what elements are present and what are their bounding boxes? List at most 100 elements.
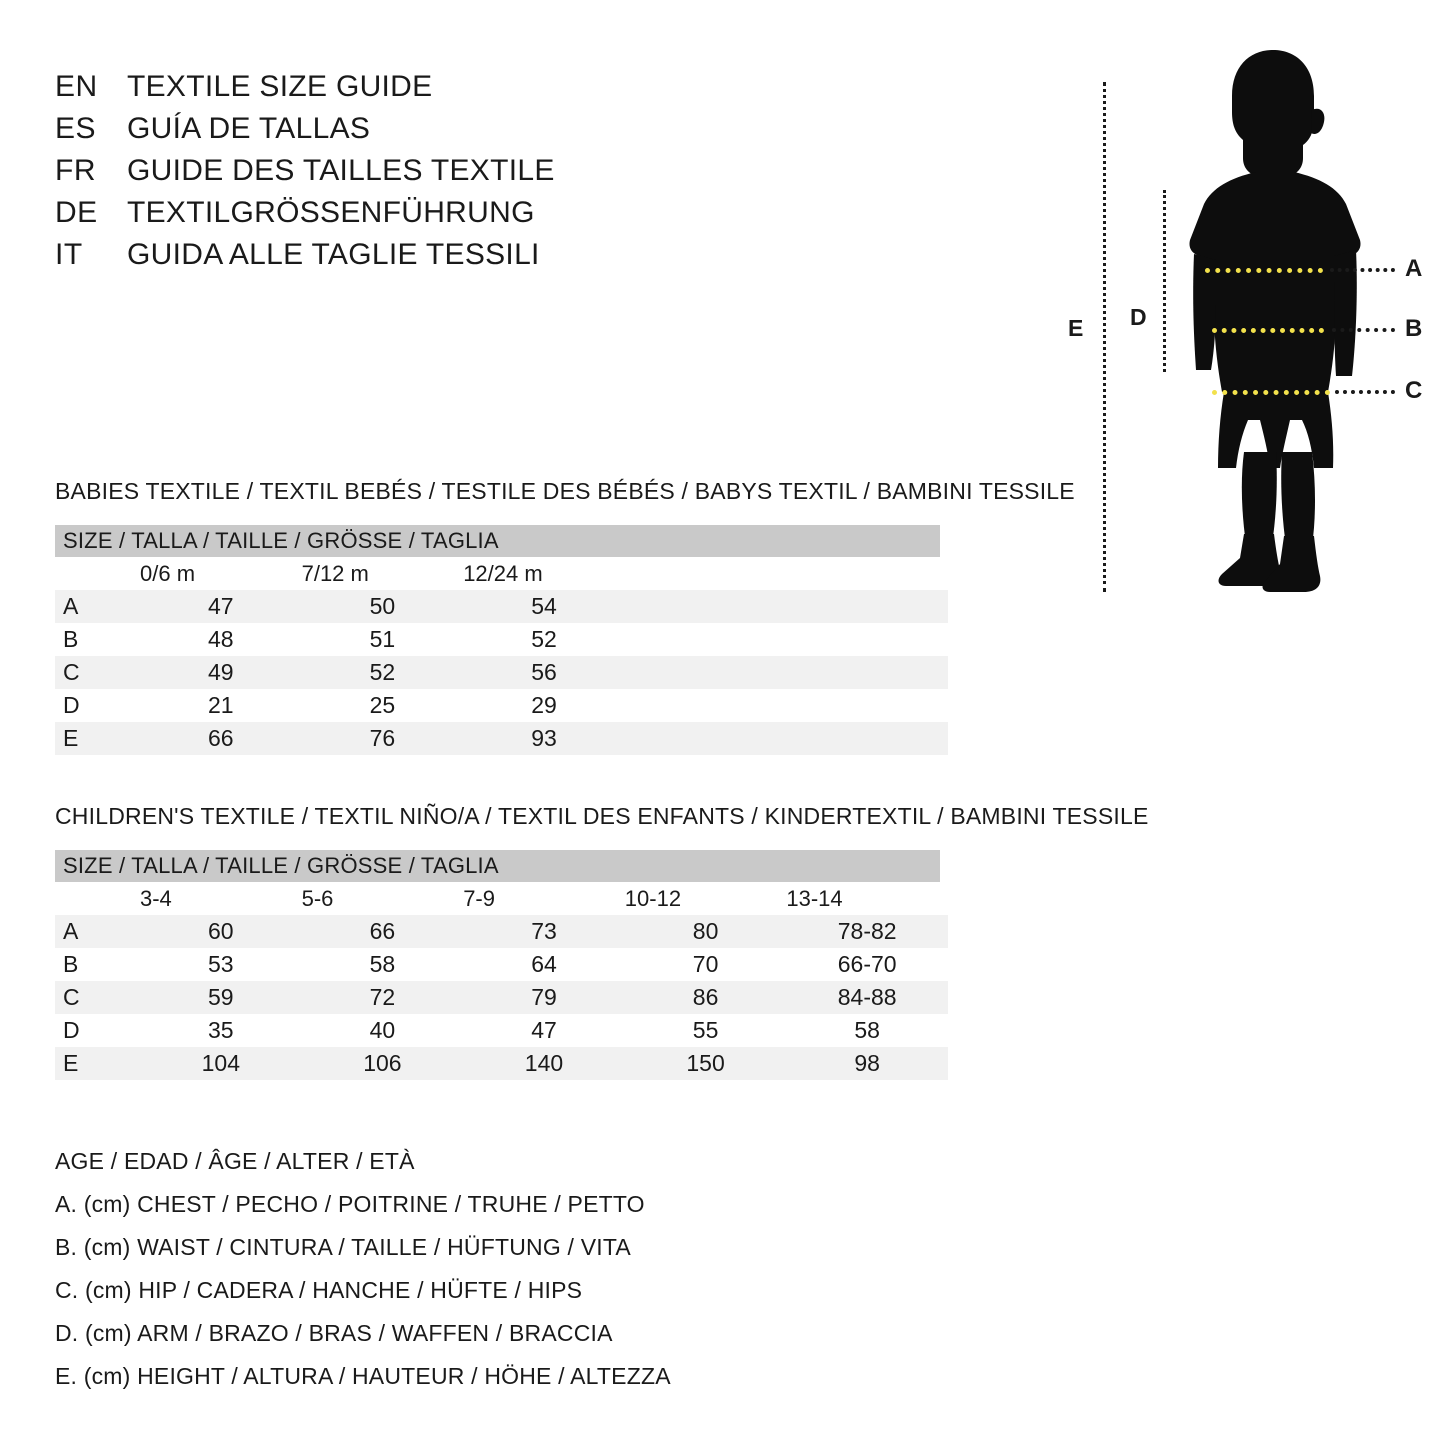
children-col-header-2: 7-9	[463, 885, 495, 911]
title-lang-es: ES	[55, 112, 97, 145]
children-row-label-d: D	[63, 1017, 80, 1043]
title-text-es: GUÍA DE TALLAS	[127, 112, 371, 145]
babies-column-header-row: 0/6 m 7/12 m 12/24 m	[55, 557, 948, 590]
children-cell-c-0: 59	[140, 981, 302, 1014]
children-col-header-3: 10-12	[624, 885, 682, 911]
legend-line-d-arm: D. (cm) ARM / BRAZO / BRAS / WAFFEN / BR…	[55, 1320, 613, 1346]
title-text-en: TEXTILE SIZE GUIDE	[127, 70, 433, 103]
children-cell-d-2: 47	[531, 1017, 557, 1043]
leader-line-c-icon	[1335, 390, 1395, 394]
babies-cell-d-spacer-4	[786, 689, 948, 722]
children-row-label-a: A	[55, 915, 140, 948]
legend-line-c-hip: C. (cm) HIP / CADERA / HANCHE / HÜFTE / …	[55, 1277, 583, 1303]
babies-cell-e-spacer-3	[624, 722, 787, 755]
children-cell-a-2: 73	[463, 915, 625, 948]
babies-cell-c-2: 56	[463, 656, 625, 689]
title-row-en: EN TEXTILE SIZE GUIDE	[55, 70, 675, 112]
babies-cell-a-1: 50	[301, 590, 464, 623]
babies-row-label-b: B	[63, 626, 79, 652]
babies-cell-c-spacer-3	[624, 656, 787, 689]
children-cell-b-0: 53	[208, 951, 234, 977]
babies-cell-c-0: 49	[140, 656, 302, 689]
title-lang-de: DE	[55, 196, 98, 229]
children-column-header-row: 3-4 5-6 7-9 10-12 13-14	[55, 882, 948, 915]
diagram-label-e: E	[1068, 315, 1084, 341]
babies-cell-b-0: 48	[208, 626, 234, 652]
legend-line-a-chest: A. (cm) CHEST / PECHO / POITRINE / TRUHE…	[55, 1191, 645, 1217]
diagram-label-c: C	[1405, 377, 1423, 404]
babies-col-header-2: 12/24 m	[463, 560, 543, 586]
babies-cell-b-1: 51	[369, 626, 396, 652]
babies-cell-c-spacer-4	[786, 656, 948, 689]
children-col-header-1: 5-6	[301, 885, 334, 911]
babies-col-header-0: 0/6 m	[140, 560, 196, 586]
children-row-label-b: B	[63, 951, 79, 977]
children-cell-b-2: 64	[531, 951, 557, 977]
babies-section-title: BABIES TEXTILE / TEXTIL BEBÉS / TESTILE …	[55, 478, 1075, 504]
babies-corner-cell	[55, 557, 140, 590]
children-size-band: SIZE / TALLA / TAILLE / GRÖSSE / TAGLIA	[55, 850, 940, 882]
children-cell-e-1: 106	[301, 1047, 464, 1080]
children-size-section: CHILDREN'S TEXTILE / TEXTIL NIÑO/A / TEX…	[55, 803, 1149, 1080]
children-cell-d-1: 40	[369, 1017, 396, 1043]
leader-line-a-icon	[1330, 268, 1395, 272]
children-size-band-label: SIZE / TALLA / TAILLE / GRÖSSE / TAGLIA	[63, 853, 499, 878]
waist-measure-line-icon	[1212, 328, 1324, 333]
chest-measure-line-icon	[1205, 268, 1323, 273]
children-cell-e-3: 150	[624, 1047, 787, 1080]
title-text-it: GUIDA ALLE TAGLIE TESSILI	[127, 238, 540, 271]
children-size-table: 3-4 5-6 7-9 10-12 13-14 A 60 66 73 80 78…	[55, 882, 948, 1080]
babies-cell-d-0: 21	[208, 692, 234, 718]
children-cell-c-2: 79	[463, 981, 625, 1014]
children-cell-e-2: 140	[463, 1047, 625, 1080]
title-row-fr: FR GUIDE DES TAILLES TEXTILE	[55, 154, 675, 196]
babies-cell-e-1: 76	[301, 722, 464, 755]
diagram-label-d: D	[1130, 304, 1147, 330]
babies-cell-c-1: 52	[301, 656, 464, 689]
babies-cell-a-spacer-4	[786, 590, 948, 623]
babies-cell-e-spacer-4	[786, 722, 948, 755]
children-cell-d-4: 58	[854, 1017, 880, 1043]
children-col-header-4: 13-14	[786, 885, 843, 911]
children-cell-d-0: 35	[208, 1017, 234, 1043]
babies-cell-e-2: 93	[463, 722, 625, 755]
babies-cell-b-2: 52	[531, 626, 557, 652]
table-row: C 59 72 79 86 84-88	[55, 981, 948, 1014]
babies-size-table: 0/6 m 7/12 m 12/24 m A 47 50 54 B 48 51 …	[55, 557, 948, 755]
babies-row-label-e: E	[55, 722, 140, 755]
table-row: E 104 106 140 150 98	[55, 1047, 948, 1080]
babies-col-header-spacer-3	[625, 557, 787, 590]
babies-cell-d-1: 25	[369, 692, 396, 718]
hip-measure-line-icon	[1212, 390, 1330, 395]
children-cell-a-1: 66	[301, 915, 464, 948]
children-section-title: CHILDREN'S TEXTILE / TEXTIL NIÑO/A / TEX…	[55, 803, 1149, 829]
children-cell-b-4: 66-70	[837, 951, 897, 977]
title-row-it: IT GUIDA ALLE TAGLIE TESSILI	[55, 238, 675, 280]
table-row: A 60 66 73 80 78-82	[55, 915, 948, 948]
child-silhouette-icon	[1189, 50, 1361, 592]
children-row-label-c: C	[55, 981, 140, 1014]
legend-line-e-height: E. (cm) HEIGHT / ALTURA / HAUTEUR / HÖHE…	[55, 1363, 671, 1389]
children-cell-c-1: 72	[301, 981, 464, 1014]
babies-cell-a-0: 47	[140, 590, 302, 623]
children-cell-a-4: 78-82	[786, 915, 948, 948]
children-cell-e-4: 98	[786, 1047, 948, 1080]
children-cell-a-3: 80	[624, 915, 787, 948]
children-corner-cell	[55, 882, 140, 915]
babies-col-header-1: 7/12 m	[301, 560, 369, 586]
children-cell-c-4: 84-88	[786, 981, 948, 1014]
children-cell-e-0: 104	[140, 1047, 302, 1080]
babies-cell-d-spacer-3	[625, 689, 787, 722]
title-text-fr: GUIDE DES TAILLES TEXTILE	[127, 154, 555, 187]
babies-col-header-spacer-4	[786, 557, 948, 590]
height-measure-line-icon	[1103, 82, 1106, 592]
children-cell-b-3: 70	[692, 951, 719, 977]
title-lang-it: IT	[55, 238, 83, 271]
table-row: A 47 50 54	[55, 590, 948, 623]
table-row: E 66 76 93	[55, 722, 948, 755]
babies-row-label-c: C	[55, 656, 140, 689]
children-col-header-0: 3-4	[140, 885, 172, 911]
babies-row-label-d: D	[63, 692, 80, 718]
babies-cell-e-0: 66	[140, 722, 302, 755]
babies-cell-b-spacer-4	[786, 623, 948, 656]
